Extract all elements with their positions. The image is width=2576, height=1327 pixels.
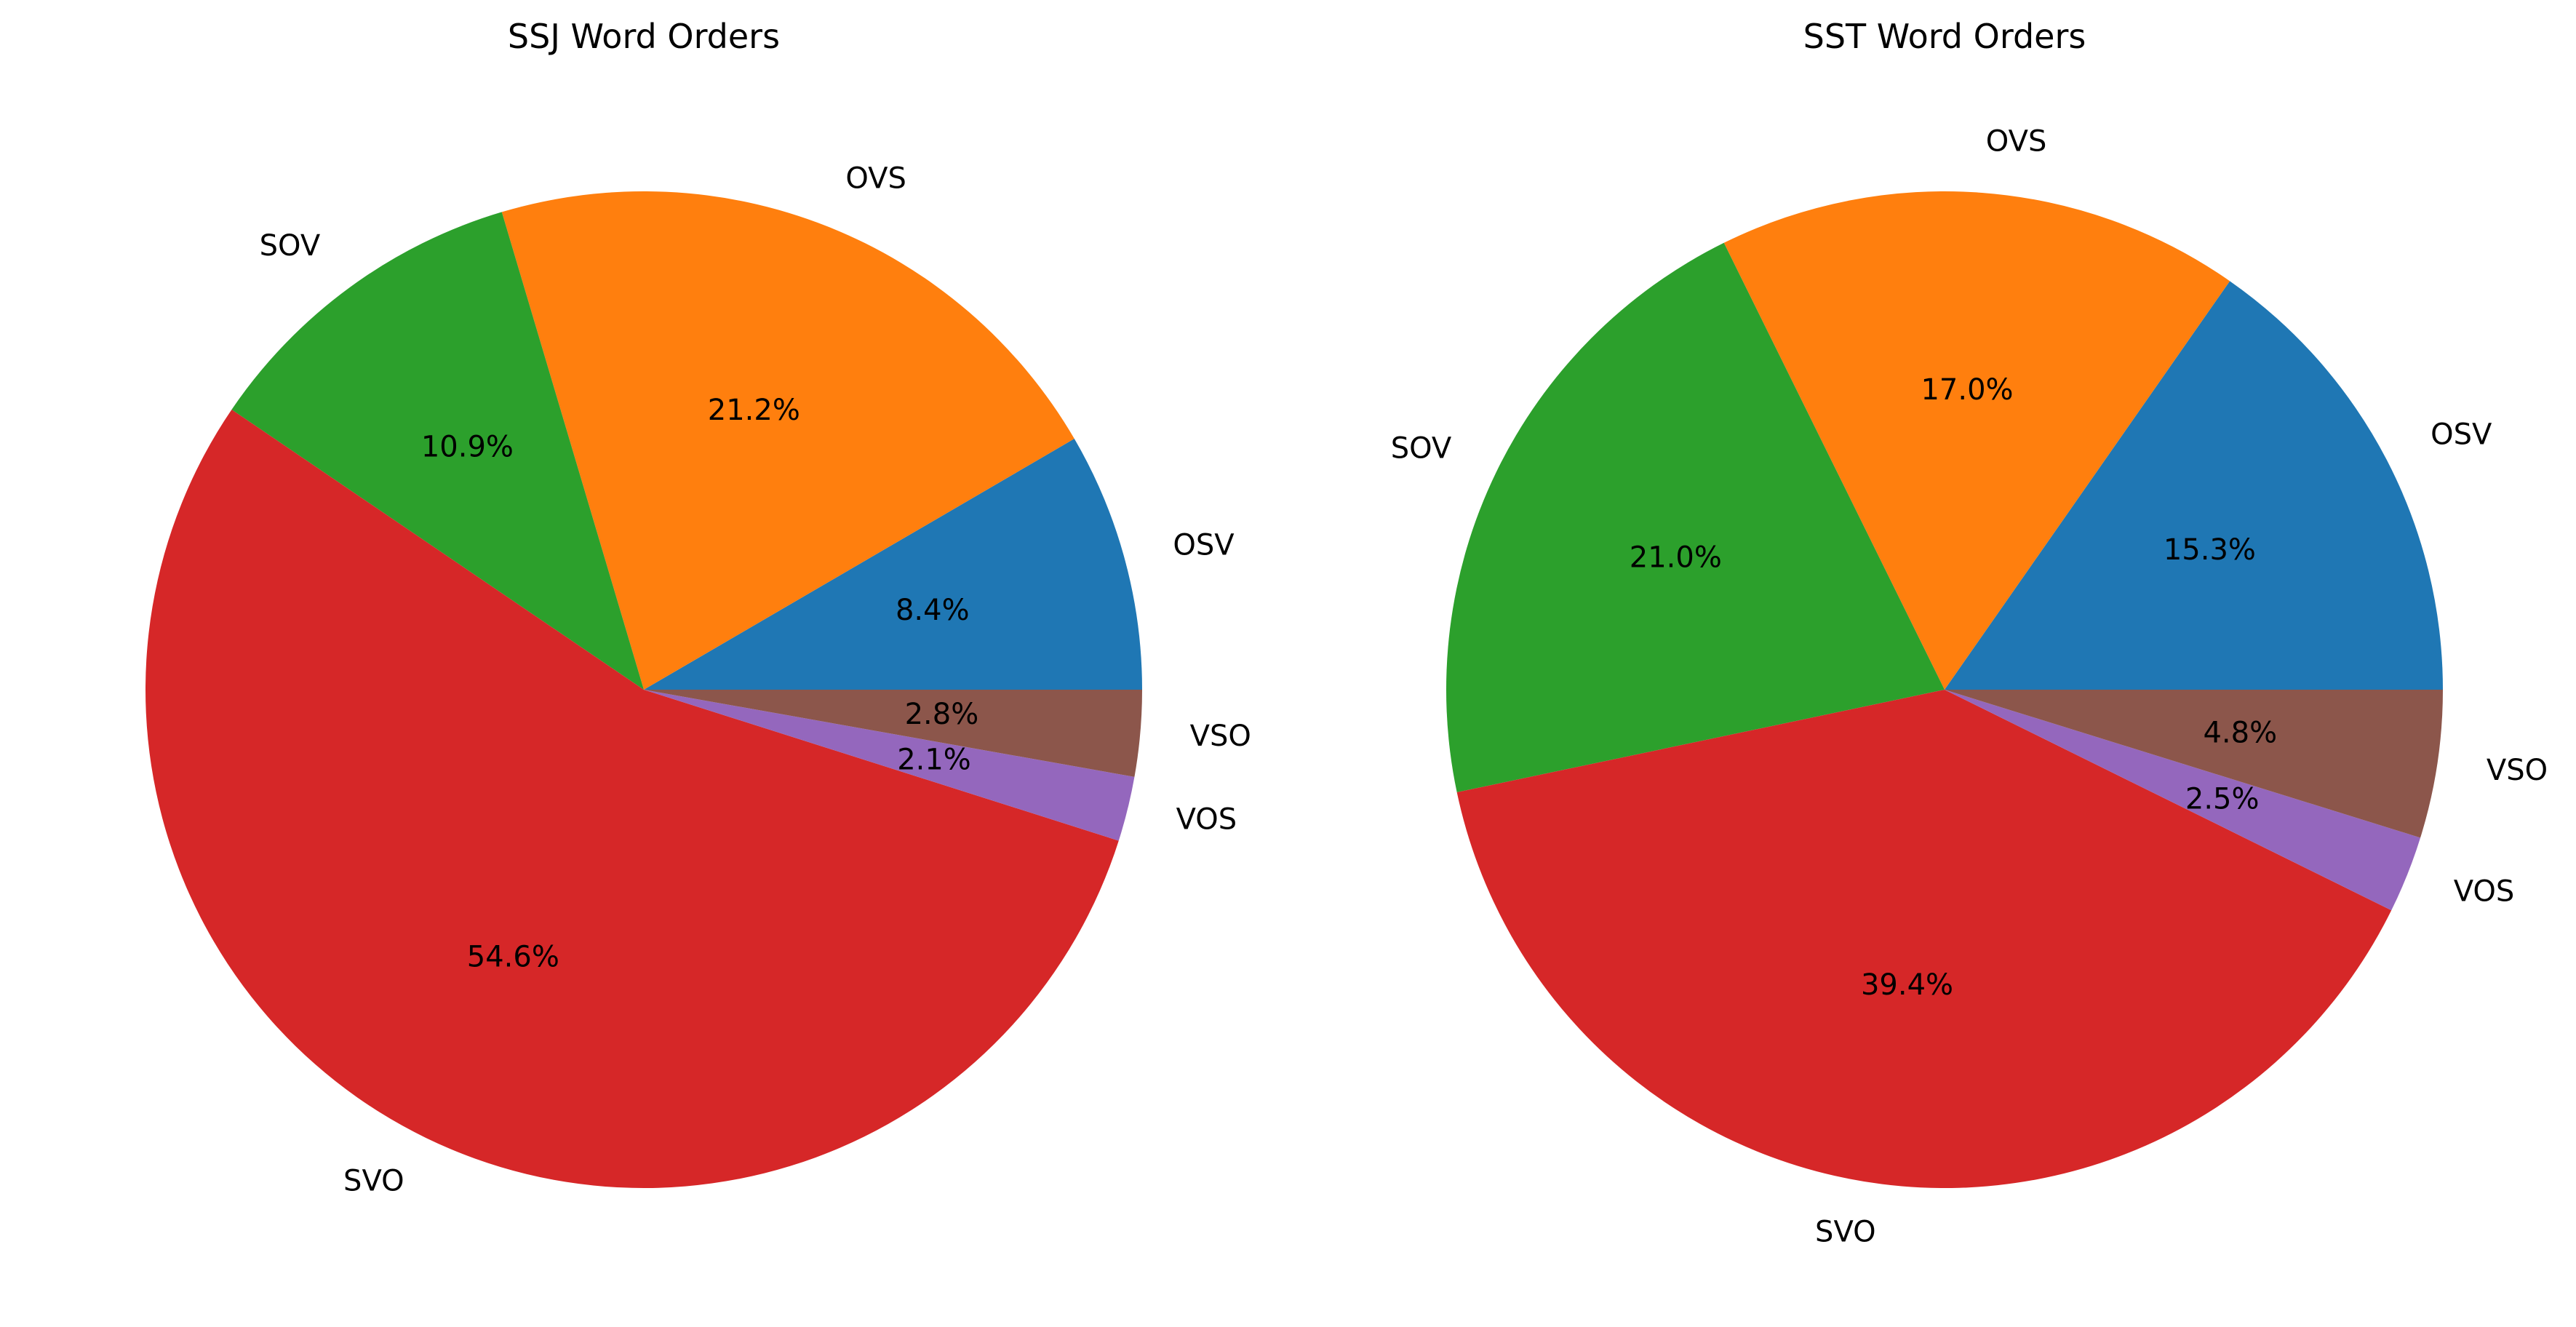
pie-slice-ssj-svo: [145, 409, 1119, 1188]
slice-label-ssj-vso: VSO: [1190, 720, 1251, 753]
slice-value-sst-sov: 21.0%: [1630, 541, 1722, 574]
pie-slice-sst-svo: [1456, 690, 2392, 1189]
chart-title-ssj: SSJ Word Orders: [508, 17, 780, 56]
pie-slice-sst-vso: [1945, 690, 2443, 838]
pie-chart-sst: SST Word Orders OSV 15.3% OVS 17.0% SOV 21.0%…: [1391, 17, 2548, 1249]
slice-value-ssj-vso: 2.8%: [905, 698, 979, 731]
slice-value-ssj-ovs: 21.2%: [708, 394, 800, 427]
slice-value-sst-vos: 2.5%: [2185, 783, 2260, 816]
slice-label-sst-vso: VSO: [2487, 754, 2548, 787]
chart-title-sst: SST Word Orders: [1803, 17, 2086, 56]
slice-label-sst-osv: OSV: [2431, 418, 2492, 452]
slice-label-ssj-vos: VOS: [1176, 803, 1237, 837]
slice-label-ssj-osv: OSV: [1173, 529, 1235, 562]
slice-value-ssj-sov: 10.9%: [421, 430, 514, 463]
slice-value-ssj-vos: 2.1%: [897, 744, 971, 777]
slice-label-ssj-svo: SVO: [343, 1165, 404, 1198]
slice-value-ssj-svo: 54.6%: [467, 941, 559, 974]
slice-label-sst-sov: SOV: [1391, 432, 1452, 466]
slice-label-sst-ovs: OVS: [1986, 125, 2047, 159]
slice-label-sst-svo: SVO: [1815, 1216, 1876, 1249]
pie-slice-sst-vos: [1945, 690, 2421, 911]
pie-slice-sst-osv: [1945, 281, 2443, 690]
slice-label-ssj-sov: SOV: [260, 229, 321, 263]
pie-slice-ssj-osv: [644, 439, 1142, 690]
pie-slice-sst-sov: [1445, 242, 1945, 793]
pie-slice-sst-ovs: [1723, 191, 2230, 690]
pie-slice-ssj-vos: [644, 690, 1135, 841]
pie-slice-ssj-ovs: [501, 191, 1074, 690]
pie-slice-ssj-vso: [644, 690, 1142, 777]
pie-slice-ssj-sov: [231, 212, 644, 690]
pie-chart-ssj: SSJ Word Orders OSV 8.4% OVS 21.2% SOV 10.9% S…: [145, 17, 1251, 1198]
slice-label-sst-vos: VOS: [2454, 875, 2515, 909]
slice-value-sst-ovs: 17.0%: [1921, 373, 2013, 407]
slice-value-sst-svo: 39.4%: [1861, 968, 1953, 1002]
slice-value-ssj-osv: 8.4%: [896, 594, 970, 627]
slice-label-ssj-ovs: OVS: [845, 162, 906, 195]
slice-value-sst-vso: 4.8%: [2203, 717, 2277, 750]
slice-value-sst-osv: 15.3%: [2164, 533, 2256, 567]
